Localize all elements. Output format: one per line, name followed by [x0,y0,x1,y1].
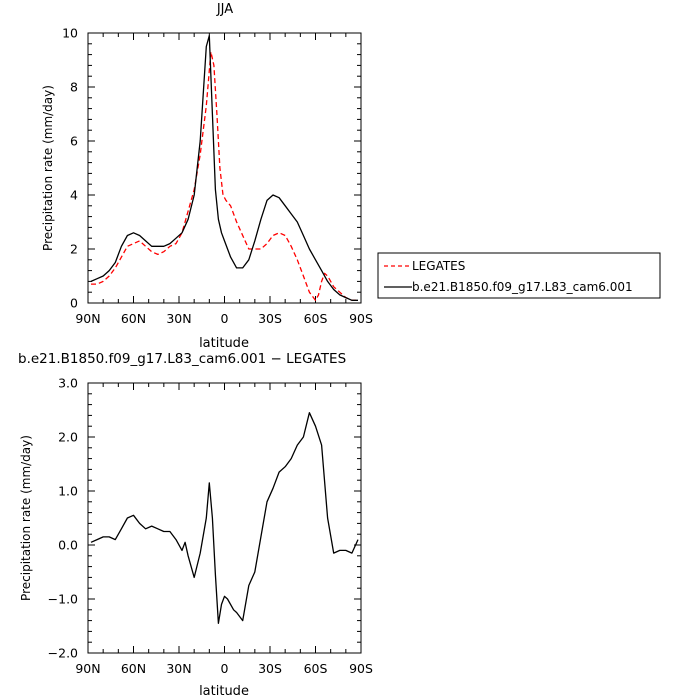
x-tick-label: 90S [349,311,373,326]
chart-title: b.e21.B1850.f09_g17.L83_cam6.001 − LEGAT… [18,351,346,367]
y-tick-label: 10 [62,26,78,41]
x-tick-label: 90N [75,661,100,676]
y-tick-label: 0 [70,296,78,311]
y-tick-label: −1.0 [48,592,78,607]
x-axis-label: latitude [199,684,249,699]
y-tick-label: 2.0 [58,430,78,445]
x-tick-label: 0 [221,661,229,676]
series-line-0 [91,51,358,301]
x-tick-label: 60S [304,311,328,326]
y-tick-label: 4 [70,188,78,203]
legend-label-model: b.e21.B1850.f09_g17.L83_cam6.001 [412,280,633,294]
x-tick-label: 30N [166,311,191,326]
y-tick-label: 8 [70,80,78,95]
y-tick-label: 0.0 [58,538,78,553]
x-tick-label: 90N [75,311,100,326]
y-tick-label: −2.0 [48,646,78,661]
x-tick-label: 90S [349,661,373,676]
x-tick-label: 30N [166,661,191,676]
chart-bottom: b.e21.B1850.f09_g17.L83_cam6.001 − LEGAT… [18,351,373,699]
chart-title: JJA [216,2,233,17]
y-axis-label: Precipitation rate (mm/day) [19,435,33,601]
x-tick-label: 0 [221,311,229,326]
series-line-0 [90,412,359,624]
plot-frame [87,32,362,304]
y-tick-label: 3.0 [58,376,78,391]
x-tick-label: 30S [258,311,282,326]
y-tick-label: 1.0 [58,484,78,499]
x-tick-label: 30S [258,661,282,676]
x-tick-label: 60N [121,311,146,326]
series-line-1 [90,35,358,301]
x-axis-label: latitude [199,336,249,351]
y-axis-label: Precipitation rate (mm/day) [41,85,55,251]
legend: LEGATES b.e21.B1850.f09_g17.L83_cam6.001 [377,252,661,299]
legend-box [377,252,661,299]
x-tick-label: 60S [304,661,328,676]
y-tick-label: 2 [70,242,78,257]
x-tick-label: 60N [121,661,146,676]
legend-label-legates: LEGATES [412,259,465,273]
y-tick-label: 6 [70,134,78,149]
